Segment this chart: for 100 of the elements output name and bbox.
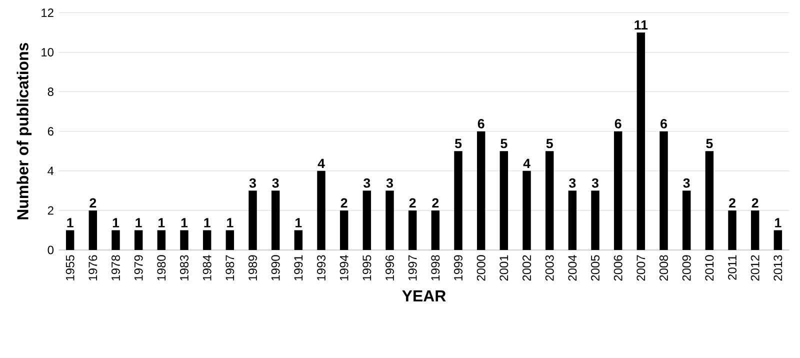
x-tick-label: 2008 bbox=[660, 255, 668, 281]
x-tick-label: 2000 bbox=[476, 255, 486, 281]
data-label: 2 bbox=[340, 198, 348, 208]
bar bbox=[386, 190, 394, 250]
data-label: 4 bbox=[523, 158, 530, 168]
bar bbox=[112, 230, 120, 250]
bar bbox=[88, 210, 98, 250]
x-tick-label: 2005 bbox=[591, 255, 600, 281]
bar bbox=[705, 151, 714, 250]
data-label: 3 bbox=[683, 178, 690, 188]
x-tick-label: 1980 bbox=[157, 255, 166, 280]
bar bbox=[568, 190, 577, 250]
data-label: 5 bbox=[546, 138, 553, 148]
x-tick-label: 2011 bbox=[728, 255, 736, 280]
data-label: 1 bbox=[181, 218, 188, 228]
x-tick-label: 2012 bbox=[750, 255, 760, 281]
data-label: 2 bbox=[90, 198, 96, 208]
x-tick-label: 1989 bbox=[248, 255, 257, 280]
data-label: 5 bbox=[454, 138, 462, 148]
data-label: 5 bbox=[500, 138, 508, 148]
y-tick-label: 6 bbox=[48, 127, 54, 136]
data-label: 1 bbox=[158, 218, 165, 228]
x-tick-label: 2009 bbox=[682, 255, 691, 281]
bar bbox=[728, 210, 736, 250]
bar bbox=[614, 131, 622, 250]
bar bbox=[134, 230, 143, 250]
data-label: 1 bbox=[136, 218, 142, 228]
data-label: 5 bbox=[706, 138, 713, 148]
y-tick-label: 2 bbox=[48, 206, 54, 215]
x-tick-label: 1979 bbox=[134, 255, 143, 280]
bar bbox=[636, 32, 646, 250]
bar bbox=[591, 190, 600, 250]
data-label: 2 bbox=[752, 198, 758, 208]
data-label: 6 bbox=[478, 119, 484, 128]
x-tick-label: 1996 bbox=[386, 255, 394, 280]
x-tick-label: 1990 bbox=[271, 255, 280, 280]
x-tick-label: 1984 bbox=[202, 255, 212, 280]
x-tick-label: 2007 bbox=[636, 255, 646, 281]
x-tick-label: 1978 bbox=[112, 255, 120, 280]
x-tick-label: 1999 bbox=[454, 255, 462, 280]
data-label: 6 bbox=[660, 119, 667, 128]
x-tick-label: 1955 bbox=[66, 255, 74, 280]
x-tick-label: 1995 bbox=[362, 255, 372, 280]
x-tick-label: 1997 bbox=[408, 255, 417, 280]
bar bbox=[362, 190, 372, 250]
bar bbox=[226, 230, 234, 250]
bar bbox=[774, 230, 782, 250]
bar bbox=[271, 190, 280, 250]
x-tick-label: 1993 bbox=[317, 255, 326, 280]
x-tick-label: 1994 bbox=[340, 255, 348, 280]
bar bbox=[294, 230, 303, 250]
y-tick-label: 0 bbox=[48, 246, 54, 254]
data-label: 2 bbox=[432, 198, 439, 208]
x-tick-label: 2002 bbox=[522, 255, 531, 281]
data-label: 4 bbox=[318, 158, 325, 168]
bar bbox=[750, 210, 760, 250]
data-label: 3 bbox=[272, 178, 279, 188]
data-label: 2 bbox=[409, 198, 416, 208]
bar bbox=[408, 210, 417, 250]
bar bbox=[180, 230, 188, 250]
bar bbox=[202, 230, 212, 250]
bar bbox=[500, 151, 508, 250]
data-label: 3 bbox=[569, 178, 576, 188]
bar bbox=[682, 190, 691, 250]
data-label: 1 bbox=[204, 218, 210, 228]
x-tick-label: 2004 bbox=[568, 255, 577, 281]
x-tick-label: 1976 bbox=[88, 255, 98, 280]
data-label: 2 bbox=[729, 198, 736, 208]
data-label: 1 bbox=[112, 218, 120, 228]
bar bbox=[454, 151, 462, 250]
data-label: 3 bbox=[592, 178, 598, 188]
y-tick-label: 10 bbox=[42, 48, 54, 56]
bar bbox=[248, 190, 257, 250]
bar bbox=[66, 230, 74, 250]
data-label: 1 bbox=[67, 218, 74, 228]
y-axis-title: Number of publications bbox=[16, 42, 32, 220]
x-tick-label: 2003 bbox=[545, 255, 554, 281]
bar bbox=[431, 210, 440, 250]
data-label: 3 bbox=[364, 178, 370, 188]
bar bbox=[660, 131, 668, 250]
bar bbox=[476, 131, 486, 250]
y-tick-label: 12 bbox=[42, 8, 54, 17]
x-tick-label: 2006 bbox=[614, 255, 622, 281]
data-label: 11 bbox=[634, 20, 648, 30]
data-label: 6 bbox=[614, 119, 622, 128]
data-label: 1 bbox=[775, 218, 782, 228]
y-tick-label: 4 bbox=[48, 166, 54, 175]
x-tick-label: 1991 bbox=[294, 255, 303, 280]
data-label: 3 bbox=[249, 178, 256, 188]
x-tick-label: 2010 bbox=[705, 255, 714, 281]
bar bbox=[522, 170, 531, 250]
x-tick-label: 1998 bbox=[431, 255, 440, 280]
data-label: 3 bbox=[386, 178, 393, 188]
data-label: 1 bbox=[296, 218, 302, 228]
x-tick-label: 1983 bbox=[180, 255, 188, 280]
x-tick-label: 2013 bbox=[774, 255, 782, 281]
bar bbox=[157, 230, 166, 250]
bar bbox=[340, 210, 348, 250]
y-tick-label: 8 bbox=[48, 88, 54, 96]
bar bbox=[545, 151, 554, 250]
